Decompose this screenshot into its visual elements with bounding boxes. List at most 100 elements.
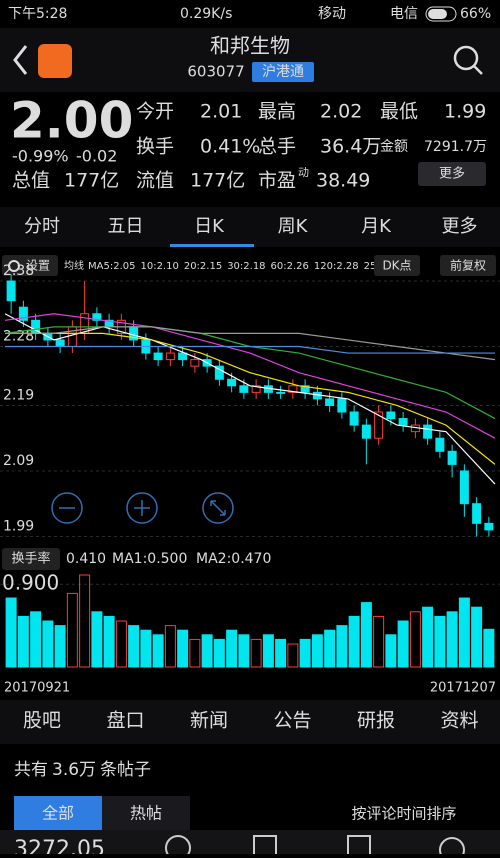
tab[interactable]: 更多	[442, 216, 478, 237]
dk-button[interactable]	[374, 255, 420, 276]
back-button[interactable]	[13, 45, 28, 75]
candle-body	[398, 418, 408, 426]
field-value: 7291.7万	[424, 139, 487, 155]
footer-icon[interactable]	[347, 835, 371, 858]
candle-body	[472, 503, 482, 524]
sort-label[interactable]: 按评论时间排序	[351, 805, 456, 823]
footer-bar	[0, 830, 500, 854]
zoom-in-icon	[134, 500, 150, 516]
volume-bar	[397, 620, 409, 668]
tab[interactable]: 日K	[194, 216, 225, 237]
status-time: 下午5:28	[8, 6, 67, 22]
volume-bar	[54, 625, 66, 668]
bottom-tab[interactable]: 资料	[440, 710, 478, 732]
volume-bar	[140, 629, 152, 668]
volume-bar	[348, 615, 360, 668]
volume-bar	[483, 628, 495, 668]
volume-bar	[458, 597, 470, 668]
tabs: 分时 五日 日K 周K 月K 更多	[24, 216, 478, 247]
volume-bar	[17, 615, 29, 668]
bottom-tabs: 股吧 盘口 新闻 公告 研报 资料	[23, 710, 479, 732]
field-value: 36.4万	[320, 136, 381, 158]
zoom-in[interactable]	[126, 492, 158, 524]
volume-bar	[91, 611, 103, 668]
field-value: 0.41%	[200, 136, 260, 158]
volume-bar	[128, 625, 140, 668]
bottom-tabs-bar	[0, 700, 500, 744]
footer-icon[interactable]	[165, 835, 191, 858]
field-label: 最高	[258, 101, 296, 123]
footer-icon[interactable]	[253, 835, 277, 858]
field-label: 总值	[12, 170, 50, 192]
status-speed: 0.29K/s	[180, 6, 232, 22]
bottom-tab[interactable]: 新闻	[190, 710, 228, 732]
candle-body	[288, 385, 298, 393]
adjust-button[interactable]	[440, 255, 496, 276]
candle-body	[325, 398, 335, 406]
volume-current: 0.410	[66, 551, 106, 567]
volume-bar	[262, 634, 274, 668]
ma-value: 10:2.10	[140, 261, 178, 272]
candle-body	[374, 411, 384, 439]
volume-bar	[213, 638, 225, 668]
kline-chart: 2.38 2.28 2.19 2.09 1.99	[0, 263, 500, 537]
volume-chart: 0.900	[0, 571, 500, 668]
tab[interactable]: 五日	[108, 216, 144, 237]
ma-value: 120:2.28	[314, 261, 359, 272]
volume-bar	[103, 615, 115, 668]
volume-bar	[164, 625, 176, 668]
volume-bar	[5, 597, 17, 668]
y-tick-label: 2.28	[3, 329, 34, 345]
ma-line	[4, 313, 496, 485]
footer-index: 3272.05	[14, 837, 105, 854]
post-prefix: 共有	[14, 760, 48, 780]
filter-hot: 热帖	[130, 804, 162, 823]
candle-body	[67, 326, 77, 348]
field-value: 177亿	[64, 170, 119, 192]
volume-bar	[324, 629, 336, 668]
ma-label: 均线	[64, 259, 84, 272]
volume-button[interactable]	[2, 548, 60, 570]
candle-body	[349, 411, 359, 426]
ma-line	[4, 313, 496, 439]
filter-hot-bg[interactable]	[102, 796, 190, 830]
volume-bar	[299, 638, 311, 668]
more-button[interactable]	[418, 162, 486, 186]
candle-body	[484, 522, 494, 531]
volume-bar	[115, 620, 127, 668]
fullscreen[interactable]	[202, 492, 234, 524]
field-label: 金额	[380, 139, 408, 155]
bottom-tab[interactable]: 股吧	[23, 710, 61, 732]
tab[interactable]: 月K	[361, 216, 392, 237]
tab[interactable]: 周K	[278, 216, 309, 237]
field-label: 换手	[136, 136, 174, 158]
zoom-out[interactable]	[51, 492, 83, 524]
bottom-tab[interactable]: 盘口	[106, 710, 144, 732]
bottom-tab[interactable]: 公告	[273, 710, 311, 732]
app-logo	[38, 44, 72, 78]
volume-bar	[79, 574, 91, 668]
volume-bar	[422, 606, 434, 668]
filter-all-bg[interactable]	[14, 796, 102, 830]
x-end: 20171207	[430, 681, 496, 696]
volume-bar	[226, 629, 238, 668]
ma-value: MA5:2.05	[88, 261, 135, 272]
candle-body	[300, 385, 310, 393]
footer-icon[interactable]	[439, 837, 465, 858]
candle-body	[361, 424, 371, 439]
volume-bar	[360, 602, 372, 668]
bottom-tab[interactable]: 研报	[357, 710, 395, 732]
fullscreen-icon	[210, 500, 226, 516]
settings-label: 设置	[26, 259, 50, 273]
gear-icon	[8, 260, 20, 272]
candle-body	[214, 365, 224, 380]
adjust-label: 前复权	[450, 258, 486, 273]
field-label: 流值	[136, 170, 174, 192]
tab[interactable]: 分时	[24, 216, 60, 237]
search-button[interactable]	[453, 45, 479, 71]
volume-bar	[434, 615, 446, 668]
volume-bar	[250, 638, 262, 668]
more-label: 更多	[439, 166, 465, 182]
